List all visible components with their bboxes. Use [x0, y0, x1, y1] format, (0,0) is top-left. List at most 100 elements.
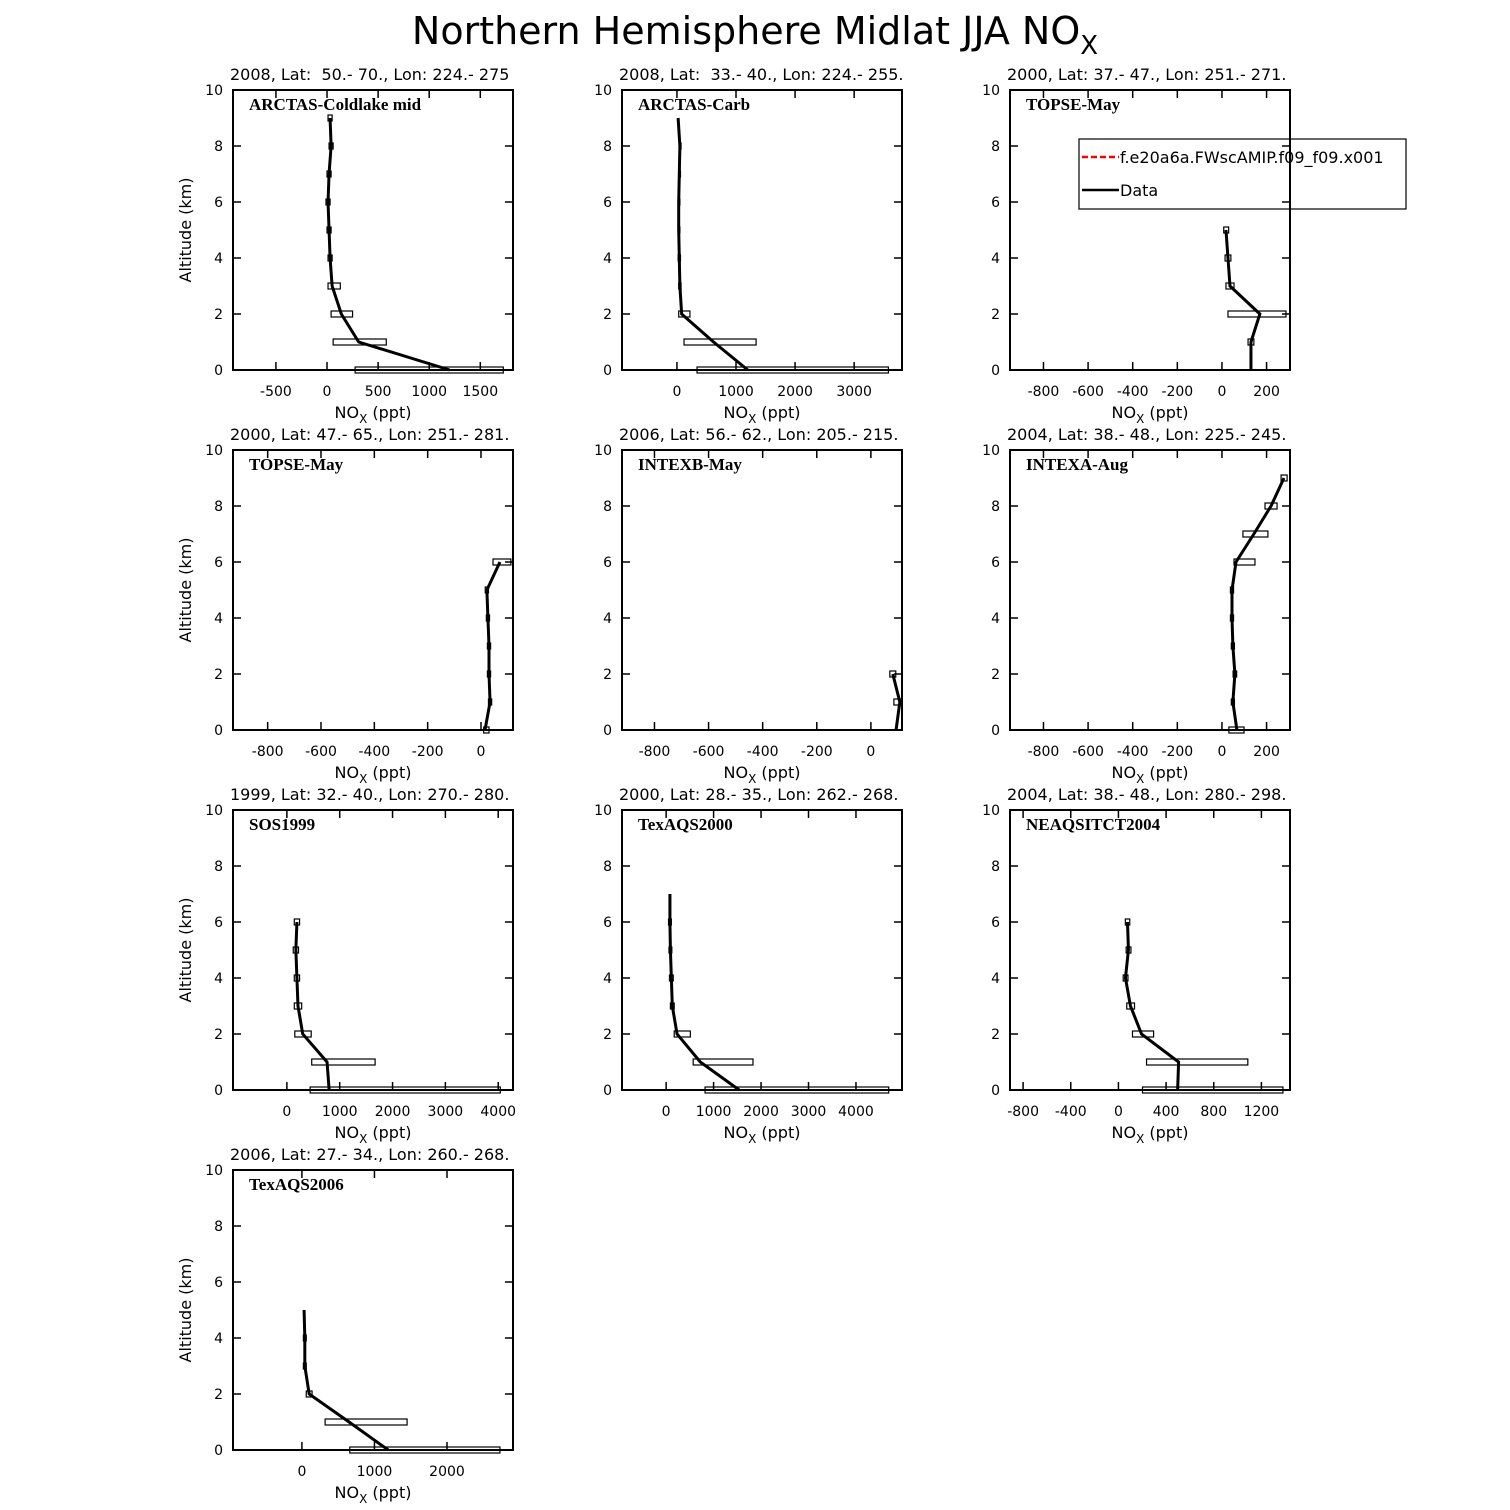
y-tick-label: 2 — [991, 1027, 1000, 1043]
x-tick-label: -800 — [252, 744, 284, 760]
y-axis-label: Altitude (km) — [176, 1258, 195, 1363]
x-tick-label: -200 — [801, 744, 833, 760]
x-axis-label-part: NO — [335, 763, 360, 782]
y-tick-label: 2 — [214, 1387, 223, 1403]
x-axis-label-part: X — [359, 772, 367, 786]
x-tick-label: 0 — [662, 1104, 671, 1120]
y-tick-label: 2 — [991, 667, 1000, 683]
x-axis-label: NOX (ppt) — [1112, 1123, 1189, 1146]
x-axis-label: NOX (ppt) — [724, 1123, 801, 1146]
data-line — [483, 561, 502, 731]
panel-subtitle: 2006, Lat: 56.- 62., Lon: 205.- 215. — [619, 425, 898, 444]
y-tick-label: 8 — [991, 499, 1000, 515]
range-box — [324, 1418, 408, 1426]
y-tick-label: 2 — [214, 307, 223, 323]
title-subscript: X — [1080, 31, 1098, 61]
x-axis-label: NOX (ppt) — [335, 763, 412, 786]
data-line — [294, 921, 331, 1091]
panel-label: INTEXB-May — [638, 455, 742, 474]
range-box — [311, 1058, 376, 1066]
panel-label: TOPSE-May — [1026, 95, 1121, 114]
data-line — [326, 117, 451, 372]
x-tick-label: -500 — [260, 384, 292, 400]
legend-entry: f.e20a6a.FWscAMIP.f09_f09.x001 — [1120, 148, 1384, 168]
y-tick-label: 0 — [991, 723, 1000, 739]
x-axis-label-part: (ppt) — [756, 763, 800, 782]
y-tick-label: 0 — [214, 723, 223, 739]
x-tick-label: 1000 — [322, 1104, 358, 1120]
y-tick-label: 2 — [603, 1027, 612, 1043]
y-tick-label: 8 — [603, 499, 612, 515]
y-tick-label: 4 — [991, 971, 1000, 987]
range-box — [673, 1030, 691, 1038]
y-tick-label: 6 — [214, 1275, 223, 1291]
x-tick-label: 3000 — [428, 1104, 464, 1120]
panel-subtitle: 2000, Lat: 28.- 35., Lon: 262.- 268. — [619, 785, 898, 804]
x-tick-label: -800 — [639, 744, 671, 760]
y-tick-label: 10 — [982, 803, 1000, 819]
x-axis-label-part: (ppt) — [756, 403, 800, 422]
y-tick-label: 10 — [982, 443, 1000, 459]
plot-frame — [1009, 449, 1291, 731]
x-tick-label: -600 — [1072, 384, 1104, 400]
plot-frame — [232, 89, 514, 371]
panel-subtitle: 2006, Lat: 27.- 34., Lon: 260.- 268. — [230, 1145, 509, 1164]
x-tick-label: 0 — [1114, 1104, 1123, 1120]
range-box — [354, 366, 504, 374]
x-tick-label: 1000 — [718, 384, 754, 400]
x-tick-label: -200 — [412, 744, 444, 760]
panel-subtitle: 2000, Lat: 37.- 47., Lon: 251.- 271. — [1007, 65, 1286, 84]
range-box — [1141, 1086, 1284, 1094]
plot-frame — [232, 449, 514, 731]
x-axis-label: NOX (ppt) — [335, 1483, 412, 1506]
x-axis-label-part: X — [1136, 772, 1144, 786]
x-tick-label: 2000 — [743, 1104, 779, 1120]
y-tick-label: 0 — [214, 1443, 223, 1459]
panel-subtitle: 2004, Lat: 38.- 48., Lon: 225.- 245. — [1007, 425, 1286, 444]
y-tick-label: 6 — [603, 555, 612, 571]
x-axis-label-part: (ppt) — [1144, 403, 1188, 422]
x-axis-label-part: NO — [335, 1483, 360, 1502]
y-tick-label: 6 — [603, 195, 612, 211]
y-tick-label: 4 — [214, 251, 223, 267]
y-tick-label: 6 — [603, 915, 612, 931]
panel: 2000, Lat: 47.- 65., Lon: 251.- 281. 0 2 4 6… — [176, 425, 514, 786]
y-tick-label: 8 — [603, 139, 612, 155]
y-tick-label: 6 — [214, 555, 223, 571]
range-box — [704, 1086, 890, 1094]
x-tick-label: 500 — [365, 384, 392, 400]
y-tick-label: 2 — [603, 307, 612, 323]
x-tick-label: 4000 — [838, 1104, 874, 1120]
title-main: Northern Hemisphere Midlat JJA NO — [412, 9, 1080, 53]
data-line — [1224, 229, 1262, 370]
x-tick-label: 400 — [1153, 1104, 1180, 1120]
x-tick-label: 2000 — [777, 384, 813, 400]
panel: 2004, Lat: 38.- 48., Lon: 225.- 245. 0 2 4 6… — [982, 425, 1291, 786]
x-tick-label: 3000 — [836, 384, 872, 400]
x-axis-label: NOX (ppt) — [724, 763, 801, 786]
y-tick-label: 10 — [594, 803, 612, 819]
panel-label: TexAQS2006 — [249, 1175, 344, 1194]
data-line — [676, 117, 749, 372]
panel-label: ARCTAS-Carb — [638, 95, 750, 114]
y-tick-label: 0 — [991, 363, 1000, 379]
y-tick-label: 0 — [603, 363, 612, 379]
x-tick-label: 1500 — [462, 384, 498, 400]
data-line — [302, 1309, 390, 1452]
y-tick-label: 10 — [205, 803, 223, 819]
y-tick-label: 8 — [214, 139, 223, 155]
x-tick-label: 2000 — [375, 1104, 411, 1120]
panel-subtitle: 2008, Lat: 50.- 70., Lon: 224.- 275 — [230, 65, 509, 84]
y-tick-label: 10 — [205, 83, 223, 99]
y-tick-label: 4 — [991, 611, 1000, 627]
x-tick-label: 1000 — [696, 1104, 732, 1120]
x-tick-label: 3000 — [791, 1104, 827, 1120]
x-tick-label: 0 — [672, 384, 681, 400]
panel: 2006, Lat: 27.- 34., Lon: 260.- 268. 0 2 4 6… — [176, 1145, 514, 1506]
x-axis-label-part: NO — [335, 1123, 360, 1142]
x-axis-label-part: (ppt) — [367, 763, 411, 782]
data-line — [668, 894, 741, 1092]
panel-label: ARCTAS-Coldlake mid — [249, 95, 422, 114]
x-axis-label-part: X — [748, 412, 756, 426]
